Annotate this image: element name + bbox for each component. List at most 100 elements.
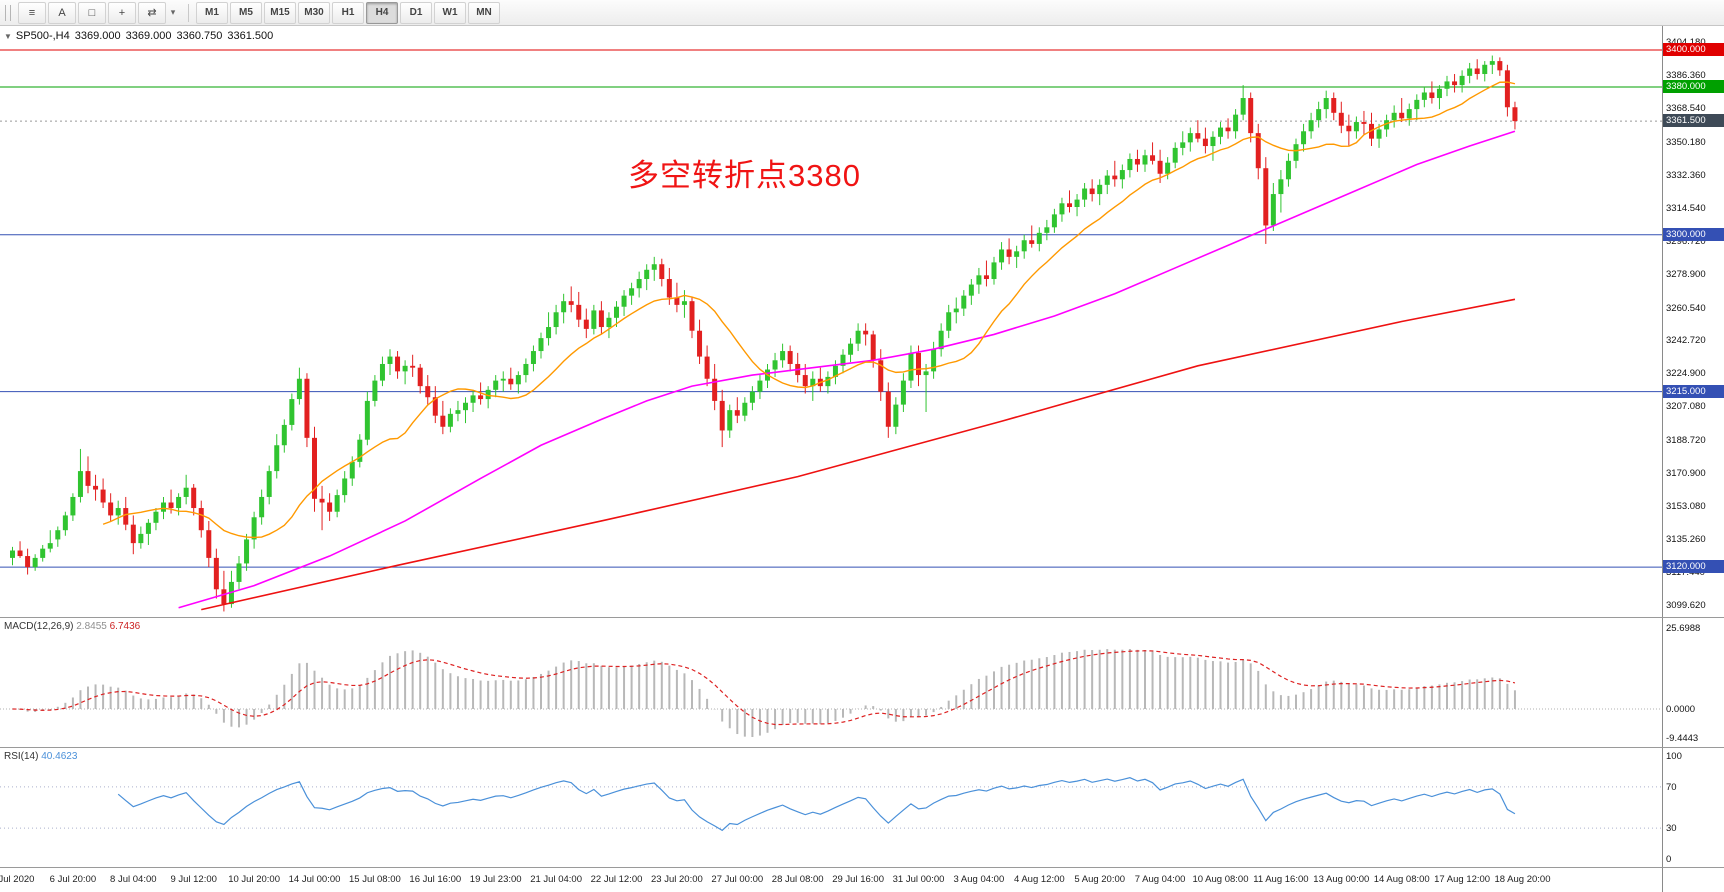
time-axis-label: 31 Jul 00:00 [892, 874, 945, 885]
time-axis[interactable]: 3 Jul 2020 6 Jul 20:00 8 Jul 04:00 9 Jul 12… [0, 868, 1662, 892]
axis-corner [1662, 868, 1724, 892]
toolbar-timeframes: M1 M5 M15 M30 H1 H4 D1 W1 MN [195, 1, 501, 24]
macd-axis[interactable]: 25.6988 0.0000 -9.4443 [1662, 618, 1724, 747]
axis-label: 3332.360 [1666, 169, 1706, 181]
time-axis-row: 3 Jul 2020 6 Jul 20:00 8 Jul 04:00 9 Jul 12… [0, 868, 1724, 892]
time-axis-label: 19 Jul 23:00 [469, 874, 522, 885]
toolbar-separator [188, 3, 189, 22]
pane-separator[interactable] [0, 617, 1724, 618]
axis-label: 3099.620 [1666, 599, 1706, 611]
rsi-canvas[interactable] [0, 748, 1662, 867]
axis-label: 3188.720 [1666, 435, 1706, 447]
axis-label: -9.4443 [1666, 733, 1699, 744]
time-axis-label: 17 Aug 12:00 [1434, 874, 1491, 885]
ohlc-close: 3361.500 [227, 30, 274, 42]
time-axis-label: 13 Aug 00:00 [1313, 874, 1370, 885]
axis-label: 3404.180 [1666, 37, 1706, 48]
time-axis-label: 10 Jul 20:00 [228, 874, 280, 885]
axis-label: 3260.540 [1666, 302, 1706, 314]
axis-label: 0 [1666, 854, 1672, 865]
time-axis-label: 3 Jul 2020 [0, 874, 35, 885]
axis-label: 70 [1666, 781, 1677, 793]
axis-label: 100 [1666, 751, 1682, 762]
crosshair-icon[interactable]: + [108, 1, 136, 24]
time-axis-label: 16 Jul 16:00 [409, 874, 462, 885]
time-axis-label: 15 Jul 08:00 [349, 874, 401, 885]
rsi-value: 40.4623 [41, 751, 78, 762]
text-label-tool-icon[interactable]: A [48, 1, 76, 24]
axis-label: 25.6988 [1666, 623, 1701, 634]
price-badge-3380.000: 3380.000 [1663, 79, 1724, 93]
axis-label: 30 [1666, 823, 1677, 835]
price-badge-3215.000: 3215.000 [1663, 384, 1724, 398]
pane-separator[interactable] [0, 747, 1724, 748]
time-axis-label: 4 Aug 12:00 [1013, 874, 1065, 885]
time-axis-label: 10 Aug 08:00 [1192, 874, 1249, 885]
chart-annotation: 多空转折点3380 [628, 158, 861, 193]
rectangle-tool-icon[interactable]: □ [78, 1, 106, 24]
time-axis-label: 11 Aug 16:00 [1253, 874, 1309, 885]
main-chart-canvas[interactable] [0, 26, 1662, 617]
timeframe-button-m5[interactable]: M5 [230, 1, 262, 24]
time-axis-label: 21 Jul 04:00 [530, 874, 582, 885]
rsi-label: RSI(14) 40.4623 [4, 751, 77, 762]
pane-separator[interactable] [0, 867, 1724, 868]
windows-tile-icon[interactable]: ≡ [18, 1, 46, 24]
timeframe-button-mn[interactable]: MN [468, 1, 500, 24]
axis-label: 3368.540 [1666, 103, 1706, 115]
timeframe-button-d1[interactable]: D1 [400, 1, 432, 24]
axis-label: 3170.900 [1666, 468, 1706, 480]
timeframe-button-m15[interactable]: M15 [264, 1, 296, 24]
rsi-axis[interactable]: 100 70 30 0 [1662, 748, 1724, 867]
dropdown-caret-icon[interactable]: ▾ [170, 7, 176, 17]
time-axis-label: 14 Aug 08:00 [1373, 874, 1430, 885]
toolbar-grip[interactable] [5, 4, 11, 21]
rsi-name: RSI(14) [4, 751, 39, 762]
toolbar-tools: ≡ A □ + ⇄ ▾ [17, 1, 182, 24]
time-axis-label: 23 Jul 20:00 [651, 874, 703, 885]
symbol-period-label: SP500-,H4 [15, 30, 70, 42]
toolbar: ≡ A □ + ⇄ ▾ M1 M5 M15 M30 H1 H4 D1 W1 MN [0, 0, 1724, 26]
timeframe-button-w1[interactable]: W1 [434, 1, 466, 24]
axis-label: 3314.540 [1666, 202, 1706, 214]
time-axis-label: 28 Jul 08:00 [771, 874, 824, 885]
ohlc-open: 3369.000 [74, 30, 121, 42]
time-axis-label: 6 Jul 20:00 [49, 874, 97, 885]
time-axis-label: 5 Aug 20:00 [1074, 874, 1126, 885]
macd-label: MACD(12,26,9) 2.8455 6.7436 [4, 621, 140, 632]
timeframe-button-h4[interactable]: H4 [366, 1, 398, 24]
timeframe-button-m1[interactable]: M1 [196, 1, 228, 24]
time-axis-label: 9 Jul 12:00 [170, 874, 217, 885]
axis-label: 3207.080 [1666, 401, 1706, 413]
time-axis-label: 27 Jul 00:00 [711, 874, 764, 885]
axis-label: 3224.900 [1666, 368, 1706, 380]
rsi-pane: RSI(14) 40.4623 100 70 30 0 [0, 748, 1724, 867]
macd-name: MACD(12,26,9) [4, 621, 74, 632]
cycle-arrows-icon[interactable]: ⇄ [138, 1, 166, 24]
time-axis-label: 8 Jul 04:00 [110, 874, 157, 885]
axis-label: 3296.720 [1666, 235, 1706, 247]
axis-label: 3386.360 [1666, 70, 1706, 82]
axis-label: 3278.900 [1666, 268, 1706, 280]
collapse-icon[interactable]: ▼ [4, 32, 12, 41]
ohlc-high: 3369.000 [125, 30, 172, 42]
price-axis[interactable]: 3404.180 3386.360 3368.540 3350.180 3332.360… [1662, 26, 1724, 617]
macd-pane: MACD(12,26,9) 2.8455 6.7436 25.6988 0.000… [0, 618, 1724, 747]
axis-label: 3350.180 [1666, 137, 1706, 149]
axis-label: 3242.720 [1666, 335, 1706, 347]
time-axis-label: 22 Jul 12:00 [590, 874, 643, 885]
axis-label: 3153.080 [1666, 501, 1706, 513]
macd-signal-value: 6.7436 [109, 621, 141, 632]
price-badge-3361.500: 3361.500 [1663, 114, 1724, 128]
timeframe-button-m30[interactable]: M30 [298, 1, 330, 24]
axis-label: 0.0000 [1666, 704, 1696, 715]
price-badge-3400.000: 3400.000 [1663, 43, 1724, 56]
price-badge-3300.000: 3300.000 [1663, 227, 1724, 241]
price-badge-3120.000: 3120.000 [1663, 560, 1724, 574]
time-axis-label: 18 Aug 20:00 [1494, 874, 1551, 885]
timeframe-button-h1[interactable]: H1 [332, 1, 364, 24]
time-axis-label: 14 Jul 00:00 [288, 874, 341, 885]
main-chart-pane: ▼ SP500-,H4 3369.000 3369.000 3360.750 3361.5… [0, 26, 1724, 617]
macd-canvas[interactable] [0, 618, 1662, 747]
